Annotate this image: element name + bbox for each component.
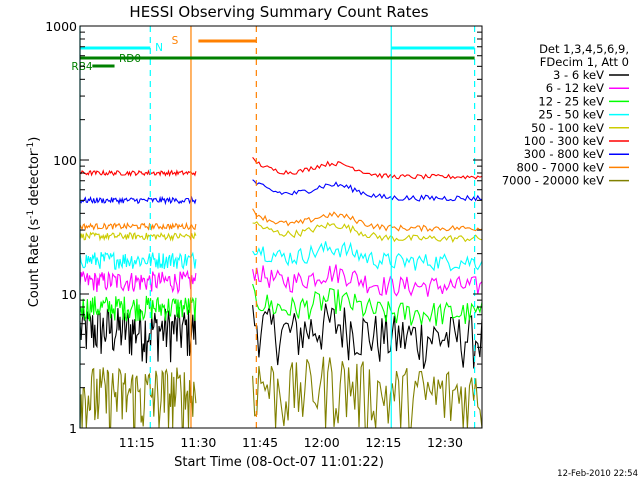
flag-markers: NS RD0 RB4 (71, 26, 476, 428)
legend-label: 300 - 800 keV (524, 147, 604, 161)
series-line (252, 208, 483, 233)
legend-label: 3 - 6 keV (553, 68, 604, 82)
legend-label: 25 - 50 keV (538, 108, 604, 122)
series-line (79, 195, 197, 206)
legend-label: 800 - 7000 keV (516, 160, 604, 174)
legend-label: 50 - 100 keV (531, 121, 604, 135)
y-axis-label-sup: -1 (26, 142, 36, 151)
series-line (79, 231, 197, 242)
x-tick-label: 11:45 (242, 435, 278, 450)
series-line (252, 283, 483, 326)
y-tick-label: 100 (53, 153, 77, 168)
series-line (252, 303, 483, 369)
y-axis-label-sup: -1 (26, 210, 36, 219)
legend-header-line-2: FDecim 1, Att 0 (540, 55, 629, 69)
series-line (79, 169, 197, 178)
y-tick-label: 1000 (45, 19, 77, 34)
series-line (252, 241, 483, 272)
y-axis-label-mid: detector (27, 150, 42, 210)
legend-label: 12 - 25 keV (538, 94, 604, 108)
tick-labels: 1 10 100 1000 11:15 11:30 11:45 12:00 12:15 12:30 (45, 19, 463, 450)
legend-header-line-1: Det 1,3,4,5,6,9, (539, 42, 629, 56)
plot-frame (79, 25, 483, 429)
series-line (252, 264, 483, 297)
saa-flag-label: S (172, 35, 179, 47)
legend-label: 7000 - 20000 keV (502, 174, 604, 188)
x-axis-label: Start Time (08-Oct-07 11:01:22) (174, 455, 384, 470)
x-tick-label: 12:00 (304, 435, 340, 450)
night-flag-label: N (155, 42, 163, 54)
axes-frame (79, 25, 483, 429)
series-line (79, 251, 197, 270)
series-line (252, 156, 483, 180)
x-tick-label: 11:30 (180, 435, 216, 450)
series-line (79, 269, 197, 295)
y-tick-label: 10 (61, 287, 77, 302)
series-line (79, 221, 197, 232)
series-line (252, 179, 483, 202)
x-tick-label: 12:30 (427, 435, 463, 450)
series-line (79, 295, 197, 322)
series-line (252, 356, 483, 429)
x-tick-label: 11:15 (119, 435, 155, 450)
rb4-flag-label: RB4 (71, 61, 92, 73)
y-axis-label-end: ) (27, 137, 42, 142)
timestamp: 12-Feb-2010 22:54 (557, 469, 638, 479)
series-line (252, 221, 483, 243)
y-axis-label: Count Rate (s-1 detector-1) (26, 137, 42, 308)
x-tick-label: 12:15 (365, 435, 401, 450)
rd-flag-label: RD0 (119, 53, 141, 65)
y-tick-label: 1 (69, 421, 77, 436)
legend-label: 6 - 12 keV (546, 81, 604, 95)
y-axis-label-part: Count Rate (s (27, 219, 42, 308)
legend-label: 100 - 300 keV (524, 134, 604, 148)
series-lines (79, 156, 483, 429)
series-line (79, 367, 197, 429)
chart-title: HESSI Observing Summary Count Rates (129, 3, 428, 21)
